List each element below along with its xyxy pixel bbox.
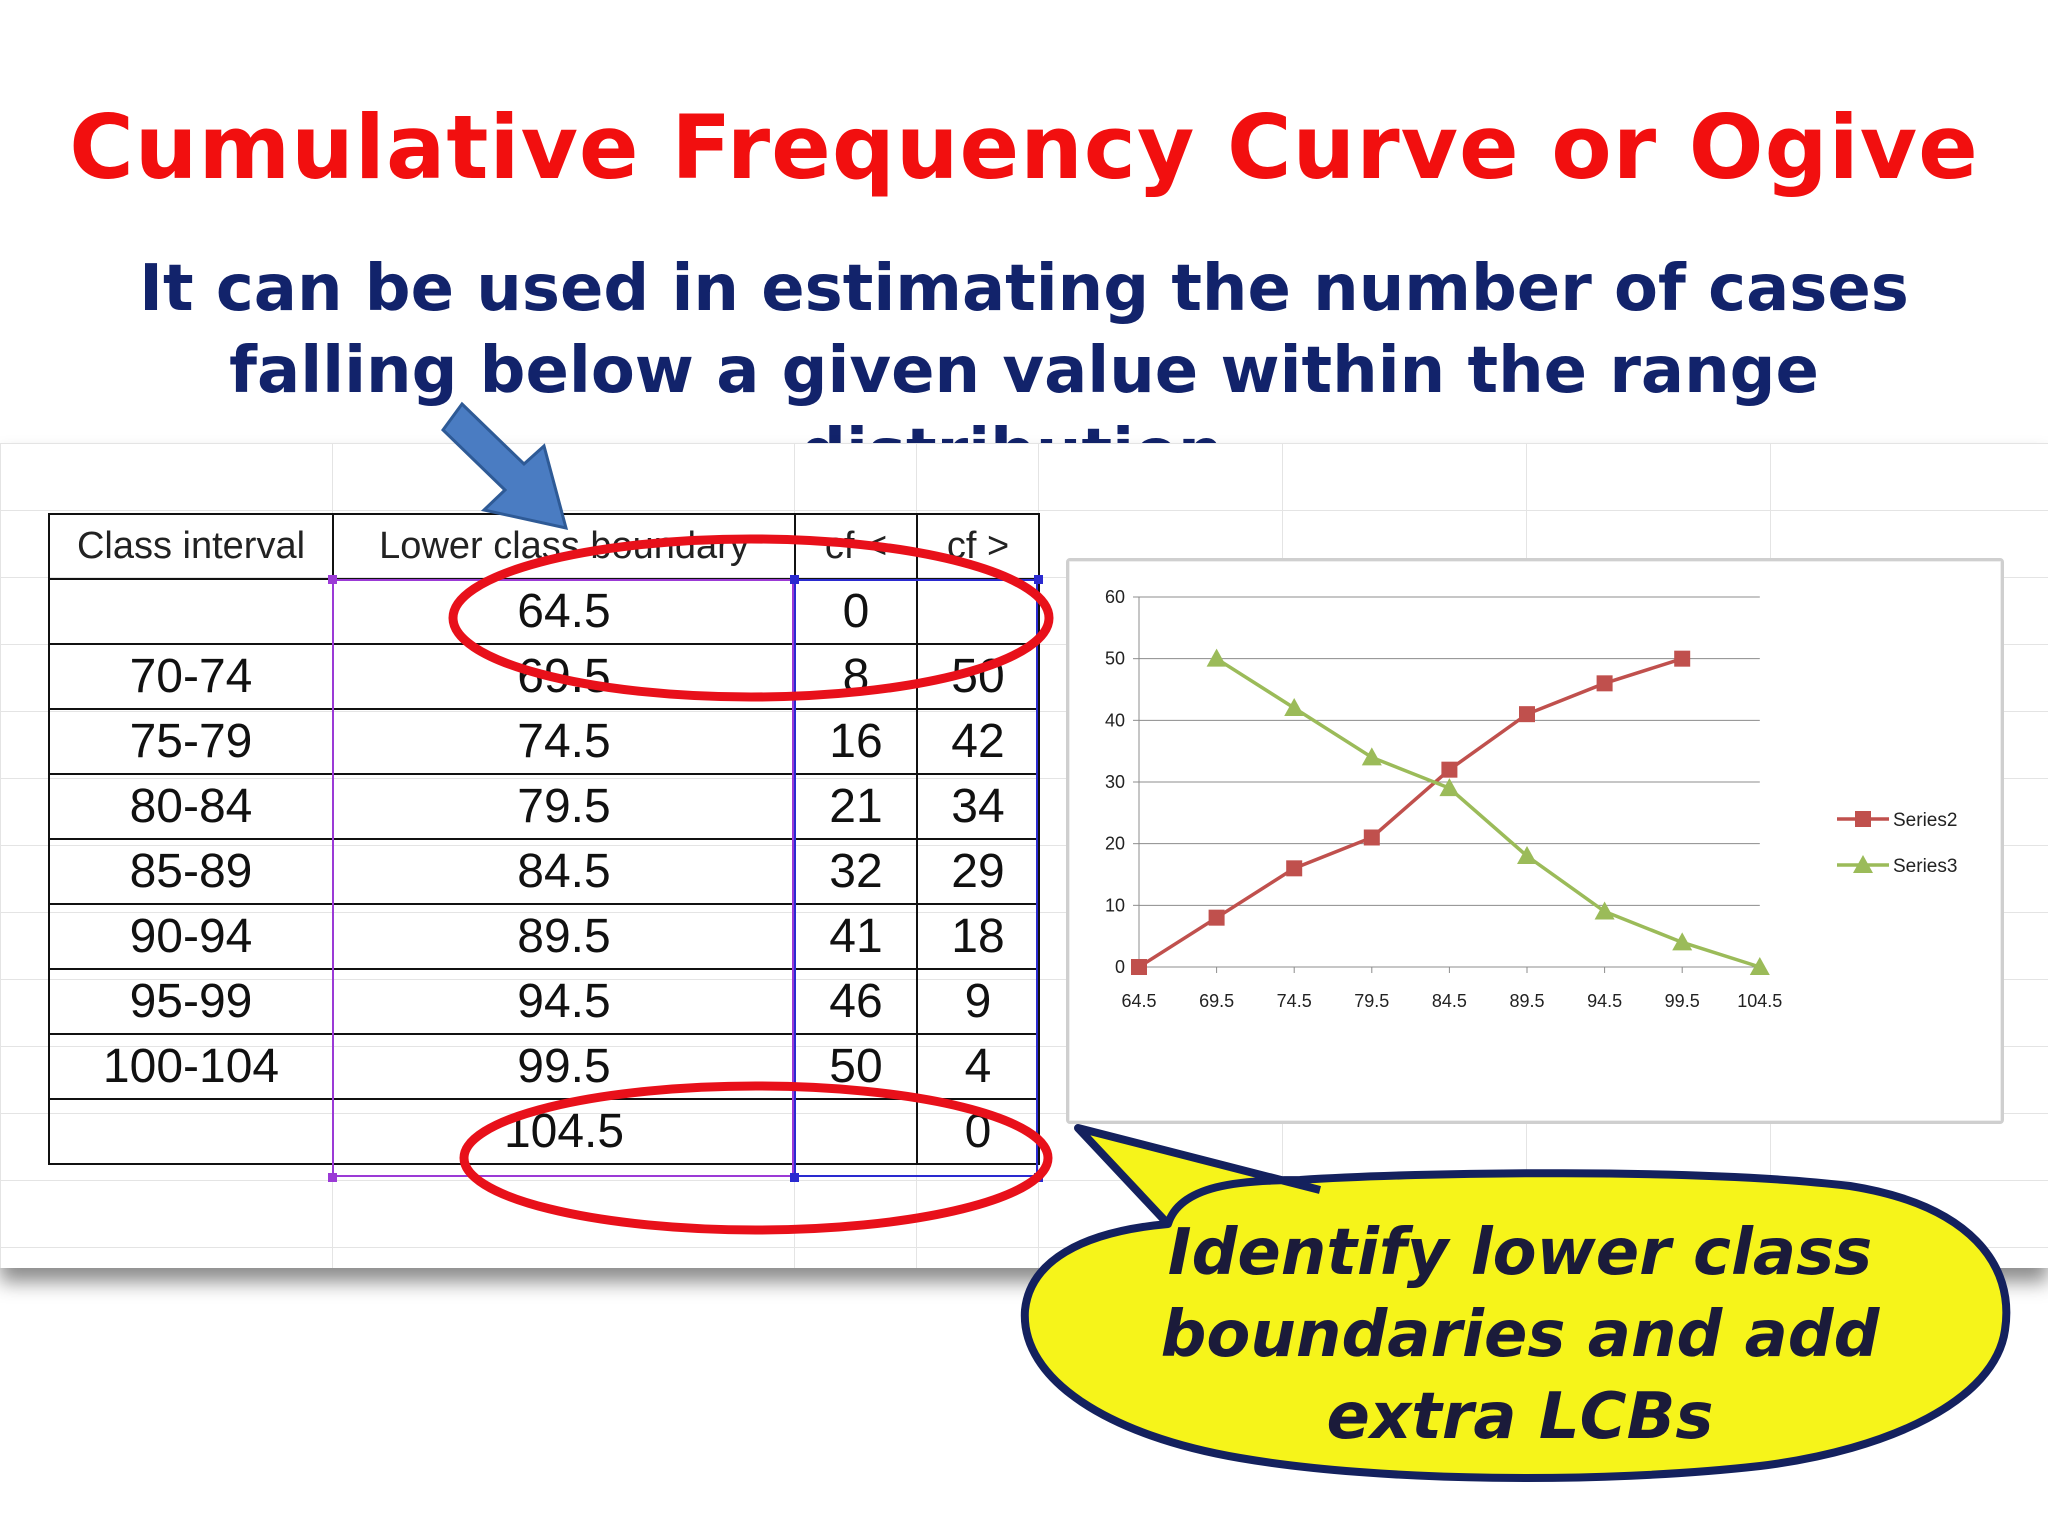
series2-point: [1208, 909, 1225, 926]
cell-class-interval[interactable]: 85-89: [48, 838, 334, 905]
cell-cf-greater[interactable]: 34: [916, 773, 1040, 840]
x-tick-label: 79.5: [1354, 991, 1389, 1011]
table-row: 90-94 89.5 41 18: [48, 903, 1040, 970]
series3-point: [1361, 747, 1382, 766]
cell-class-interval[interactable]: 75-79: [48, 708, 334, 775]
chart-container[interactable]: 0 10 20 30 40 50 60 64.5 69.5 74.5 79.5 84.5 89.5 94.…: [1066, 558, 2004, 1124]
selection-handle[interactable]: [1034, 1173, 1043, 1182]
cell-class-interval[interactable]: 95-99: [48, 968, 334, 1035]
y-tick-label: 20: [1105, 834, 1125, 854]
x-tick-label: 104.5: [1737, 991, 1782, 1011]
header-cf-greater: cf >: [916, 513, 1040, 580]
cell-cf-less[interactable]: 32: [794, 838, 918, 905]
table-row: 100-104 99.5 50 4: [48, 1033, 1040, 1100]
cell-cf-greater[interactable]: 42: [916, 708, 1040, 775]
header-class-interval: Class interval: [48, 513, 334, 580]
cell-class-interval[interactable]: 80-84: [48, 773, 334, 840]
selection-range-outline: [794, 579, 1038, 1177]
series3-point: [1517, 846, 1537, 864]
x-tick-label: 64.5: [1121, 991, 1156, 1011]
y-tick-label: 40: [1105, 710, 1125, 730]
cell-cf-greater[interactable]: 9: [916, 968, 1040, 1035]
series3-point: [1749, 957, 1770, 975]
slide-subtitle: It can be used in estimating the number …: [139, 252, 1909, 490]
y-tick-label: 50: [1105, 649, 1125, 669]
cell-cf-less[interactable]: 16: [794, 708, 918, 775]
legend-series2-marker: [1855, 811, 1871, 827]
series3-line: [1215, 657, 1761, 969]
cell-lower-boundary[interactable]: 74.5: [332, 708, 796, 775]
x-tick-label: 99.5: [1665, 991, 1700, 1011]
series2-point: [1131, 959, 1147, 975]
callout-text: Identify lower class boundaries and add …: [1160, 1216, 1880, 1454]
series3-point: [1594, 901, 1615, 920]
series2-point: [1674, 650, 1691, 667]
y-tick-label: 60: [1105, 587, 1125, 607]
selection-handle[interactable]: [1034, 575, 1043, 584]
series3-point: [1672, 932, 1693, 951]
y-tick-label: 0: [1115, 957, 1125, 977]
slide-title: Cumulative Frequency Curve or Ogive: [69, 96, 1979, 199]
legend-series3-marker: [1853, 855, 1873, 873]
cell-cf-less[interactable]: 21: [794, 773, 918, 840]
cell-class-interval[interactable]: [48, 1098, 334, 1165]
header-lower-class-boundary: Lower class boundary: [332, 513, 796, 580]
selection-handle[interactable]: [790, 575, 799, 584]
table-row: 85-89 84.5 32 29: [48, 838, 1040, 905]
table-row: 75-79 74.5 16 42: [48, 708, 1040, 775]
selection-handle[interactable]: [328, 575, 337, 584]
series3-point: [1206, 648, 1227, 667]
cell-lower-boundary[interactable]: 84.5: [332, 838, 796, 905]
cell-class-interval[interactable]: 100-104: [48, 1033, 334, 1100]
legend-series3-label: Series3: [1893, 856, 1957, 877]
series3-point: [1284, 698, 1305, 716]
selection-range-outline: [332, 579, 794, 1177]
cell-cf-greater[interactable]: 29: [916, 838, 1040, 905]
y-tick-label: 10: [1105, 895, 1125, 915]
cell-class-interval[interactable]: [48, 578, 334, 645]
x-tick-label: 94.5: [1587, 991, 1622, 1011]
cell-cf-less[interactable]: 41: [794, 903, 918, 970]
table-row: 80-84 79.5 21 34: [48, 773, 1040, 840]
header-cf-less: cf <: [794, 513, 918, 580]
series2-point: [1596, 675, 1613, 692]
selection-handle[interactable]: [790, 1173, 799, 1182]
x-tick-label: 74.5: [1277, 991, 1312, 1011]
ogive-chart: 0 10 20 30 40 50 60 64.5 69.5 74.5 79.5 84.5 89.5 94.…: [1105, 587, 1957, 1011]
cell-class-interval[interactable]: 70-74: [48, 643, 334, 710]
legend-series2-label: Series2: [1893, 810, 1957, 831]
cell-class-interval[interactable]: 90-94: [48, 903, 334, 970]
table-header-row: Class interval Lower class boundary cf <…: [48, 513, 1040, 580]
cell-lower-boundary[interactable]: 89.5: [332, 903, 796, 970]
y-tick-label: 30: [1105, 772, 1125, 792]
x-tick-label: 89.5: [1509, 991, 1544, 1011]
series3-point: [1439, 778, 1460, 797]
series2-point: [1519, 706, 1535, 723]
cell-lower-boundary[interactable]: 79.5: [332, 773, 796, 840]
series2-point: [1441, 761, 1458, 778]
series2-point: [1286, 860, 1303, 877]
x-tick-label: 84.5: [1432, 991, 1467, 1011]
series2-line: [1138, 656, 1683, 969]
x-tick-label: 69.5: [1199, 991, 1234, 1011]
series2-point: [1363, 829, 1380, 846]
cell-cf-greater[interactable]: 18: [916, 903, 1040, 970]
selection-handle[interactable]: [328, 1173, 337, 1182]
cell-cf-less[interactable]: 46: [794, 968, 918, 1035]
